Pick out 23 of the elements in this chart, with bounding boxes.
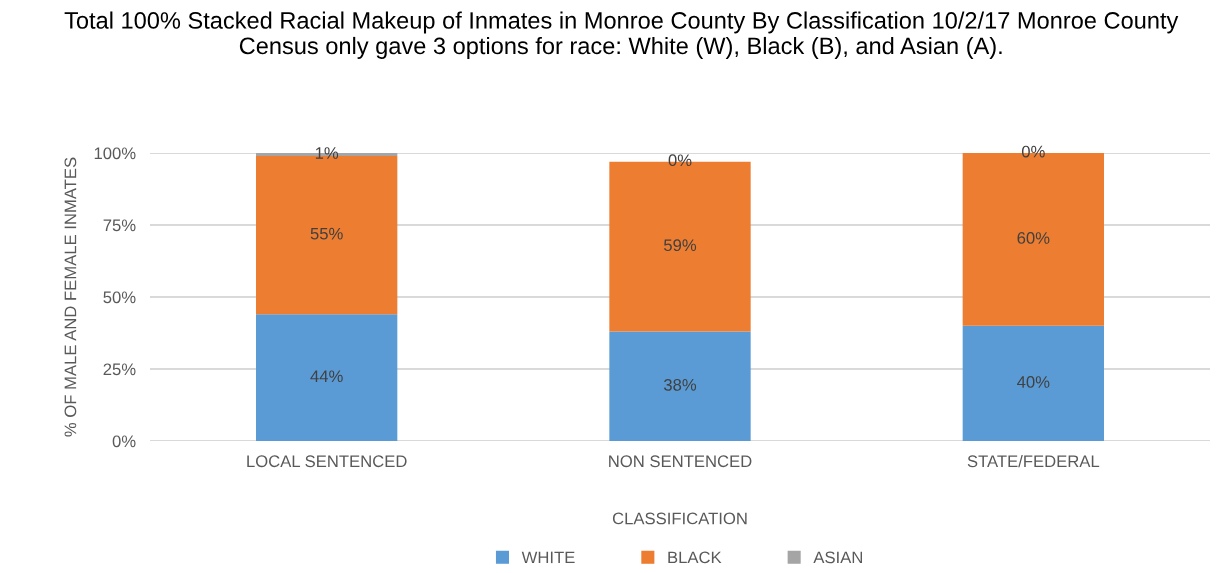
x-tick-label: NON SENTENCED: [609, 455, 752, 468]
bar: [962, 325, 1104, 441]
y-tick-label: 50%: [103, 291, 136, 304]
data-label: 59%: [663, 239, 697, 252]
legend-label: WHITE: [521, 551, 575, 564]
y-tick-label: 25%: [103, 363, 136, 376]
legend-label: ASIAN: [813, 551, 862, 564]
bar: [609, 331, 751, 441]
x-axis-title: CLASSIFICATION: [612, 512, 747, 525]
data-label: 40%: [1017, 376, 1050, 388]
chart-title: Total 100% Stacked Racial Makeup of Inmates in Monroe County By Classification 10/2/17 Monroe County Census only gave 3 options for race: White (W), Black (B), and Asian (A).: [64, 11, 1179, 59]
x-tick-label: LOCAL SENTENCED: [247, 455, 407, 468]
legend-label: BLACK: [668, 551, 722, 564]
y-tick-label: 100%: [94, 147, 136, 160]
y-tick-label: 0%: [112, 435, 136, 448]
data-label: 44%: [310, 370, 343, 383]
bar: [256, 314, 398, 441]
y-axis-title: % OF MALE AND FEMALE INMATES: [64, 157, 77, 437]
x-tick-label: STATE/FEDERAL: [967, 454, 1100, 468]
data-label: 60%: [1017, 232, 1050, 244]
data-label: 38%: [663, 378, 697, 391]
data-label: 55%: [310, 227, 343, 240]
y-tick-label: 75%: [103, 219, 136, 232]
